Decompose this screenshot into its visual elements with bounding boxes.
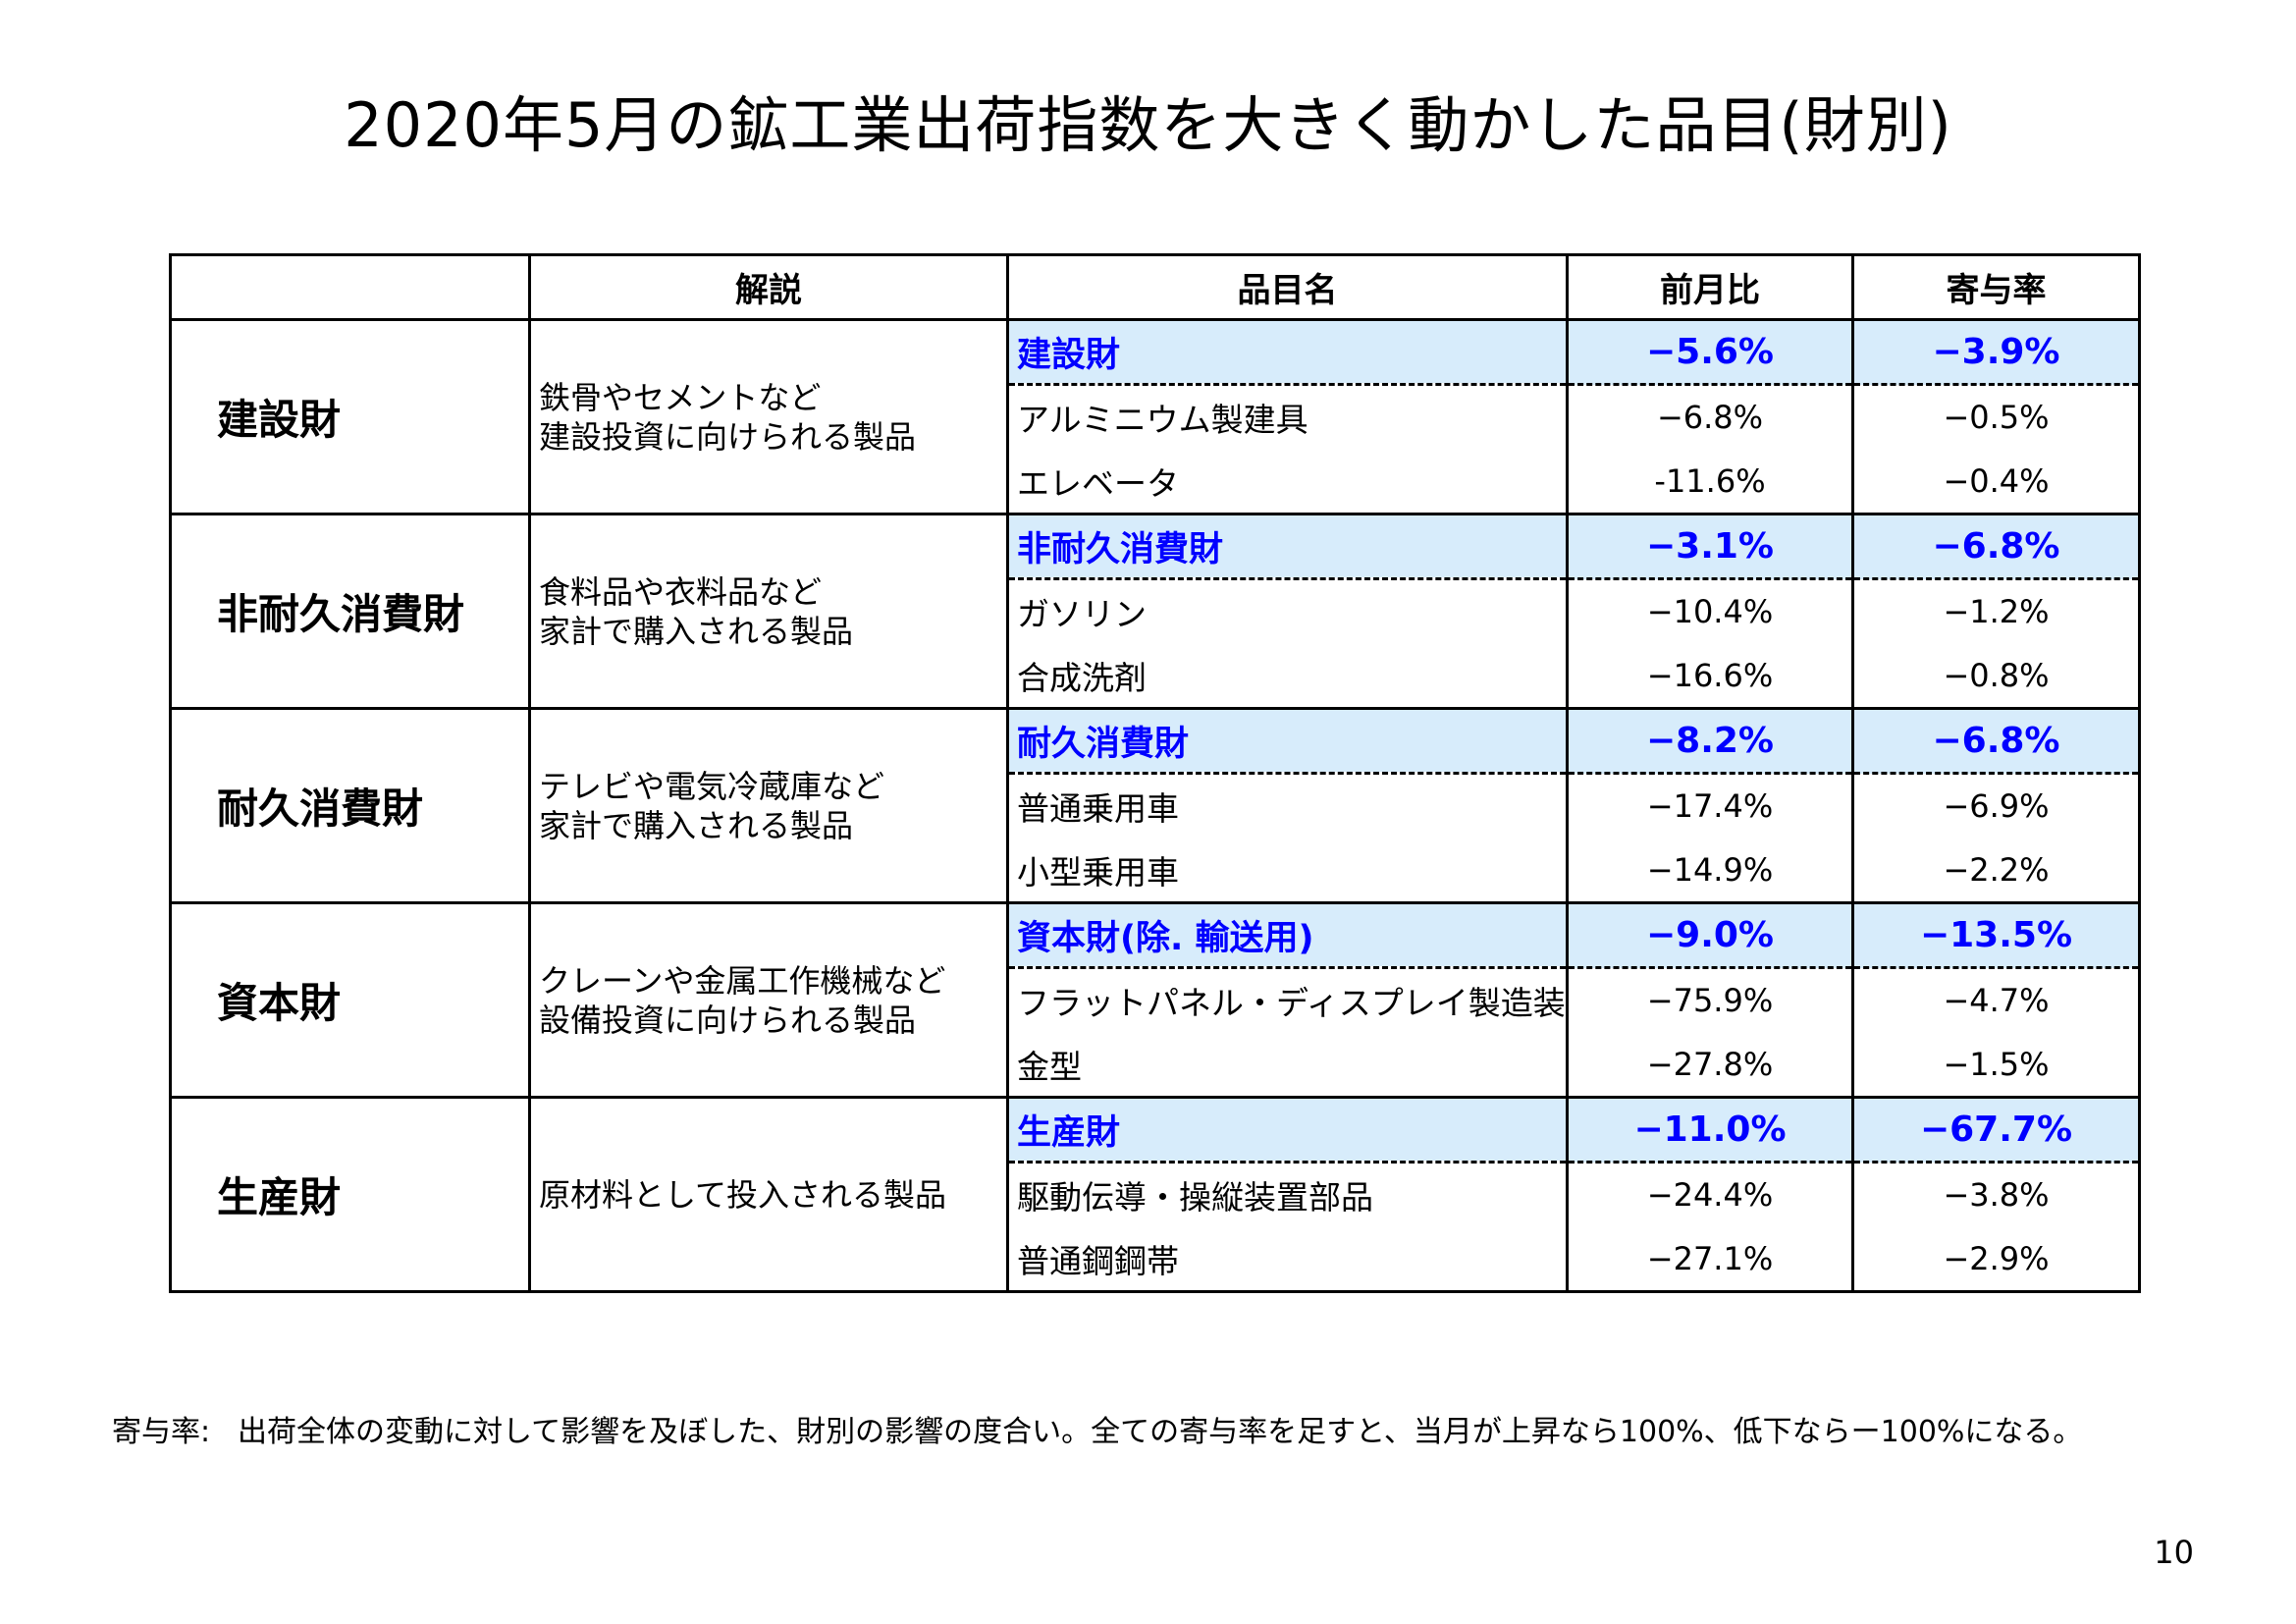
summary-contribution: −13.5% [1851, 902, 2141, 969]
item-name: エレベータ [1006, 449, 1569, 515]
group-summary-row: 非耐久消費財 食料品や衣料品など 家計で購入される製品 非耐久消費財 −3.1% −6.8… [169, 513, 2141, 710]
category-description: 鉄骨やセメントなど 建設投資に向けられる製品 [528, 318, 1009, 515]
item-mom-change: −24.4% [1566, 1162, 1854, 1227]
summary-item-name: 耐久消費財 [1006, 708, 1569, 775]
header-category [169, 253, 531, 321]
item-contribution: −2.2% [1851, 838, 2141, 904]
description-line: 建設投資に向けられる製品 [539, 417, 917, 456]
category-label: 非耐久消費財 [169, 513, 531, 710]
description-line: テレビや電気冷蔵庫など [539, 767, 885, 805]
category-label: 生産財 [169, 1096, 531, 1293]
page-number: 10 [2154, 1534, 2194, 1571]
category-description: テレビや電気冷蔵庫など 家計で購入される製品 [528, 707, 1009, 904]
item-mom-change: −6.8% [1566, 384, 1854, 450]
item-name: 普通乗用車 [1006, 773, 1569, 839]
item-contribution: −1.5% [1851, 1032, 2141, 1099]
header-contribution: 寄与率 [1851, 253, 2141, 321]
description-line: クレーンや金属工作機械など [539, 961, 946, 1000]
header-item-name: 品目名 [1006, 253, 1569, 321]
table-header-row: 解説 品目名 前月比 寄与率 [169, 253, 2141, 321]
item-mom-change: −14.9% [1566, 838, 1854, 904]
table-row: 駆動伝導・操縦装置部品 −24.4% −3.8% [171, 1162, 2141, 1227]
item-name: 金型 [1006, 1032, 1569, 1099]
category-label: 建設財 [169, 318, 531, 515]
summary-mom-change: −5.6% [1566, 319, 1854, 386]
item-contribution: −0.5% [1851, 384, 2141, 450]
table-row: アルミニウム製建具 −6.8% −0.5% [171, 384, 2141, 450]
item-name: アルミニウム製建具 [1006, 384, 1569, 450]
table-body: 建設財 鉄骨やセメントなど 建設投資に向けられる製品 建設財 −5.6% −3.9% アルミ… [169, 318, 2141, 1293]
description-line: 食料品や衣料品など [539, 572, 823, 611]
category-description: 原材料として投入される製品 [528, 1096, 1009, 1293]
footnote-text: 出荷全体の変動に対して影響を及ぼした、財別の影響の度合い。全ての寄与率を足すと、… [238, 1415, 2083, 1449]
footnote-label: 寄与率: [112, 1415, 211, 1449]
item-mom-change: −27.1% [1566, 1226, 1854, 1293]
item-mom-change: −16.6% [1566, 643, 1854, 710]
description-line: 家計で購入される製品 [539, 806, 854, 844]
summary-item-name: 非耐久消費財 [1006, 514, 1569, 580]
item-mom-change: -11.6% [1566, 449, 1854, 515]
table-row: エレベータ -11.6% −0.4% [171, 449, 2141, 515]
table-row: 小型乗用車 −14.9% −2.2% [171, 838, 2141, 904]
item-contribution: −1.2% [1851, 578, 2141, 644]
summary-item-name: 建設財 [1006, 319, 1569, 386]
item-contribution: −0.4% [1851, 449, 2141, 515]
item-name: 普通鋼鋼帯 [1006, 1226, 1569, 1293]
table-row: 普通鋼鋼帯 −27.1% −2.9% [171, 1226, 2141, 1293]
header-mom-change: 前月比 [1566, 253, 1854, 321]
header-description: 解説 [528, 253, 1009, 321]
summary-mom-change: −11.0% [1566, 1097, 1854, 1164]
table-row: フラットパネル・ディスプレイ製造装置 −75.9% −4.7% [171, 967, 2141, 1033]
table-row: 普通乗用車 −17.4% −6.9% [171, 773, 2141, 839]
group-summary-row: 資本財 クレーンや金属工作機械など 設備投資に向けられる製品 資本財(除. 輸送用) −… [169, 901, 2141, 1099]
table-row: 金型 −27.8% −1.5% [171, 1032, 2141, 1099]
item-name: 駆動伝導・操縦装置部品 [1006, 1162, 1569, 1227]
item-name: 小型乗用車 [1006, 838, 1569, 904]
description-line: 鉄骨やセメントなど [539, 378, 822, 416]
item-name: フラットパネル・ディスプレイ製造装置 [1006, 967, 1569, 1033]
summary-contribution: −67.7% [1851, 1097, 2141, 1164]
description-line: 家計で購入される製品 [539, 612, 854, 650]
category-label: 資本財 [169, 901, 531, 1099]
group-summary-row: 建設財 鉄骨やセメントなど 建設投資に向けられる製品 建設財 −5.6% −3.9% [169, 318, 2141, 515]
item-mom-change: −17.4% [1566, 773, 1854, 839]
category-description: 食料品や衣料品など 家計で購入される製品 [528, 513, 1009, 710]
summary-item-name: 生産財 [1006, 1097, 1569, 1164]
summary-contribution: −6.8% [1851, 514, 2141, 580]
page-title: 2020年5月の鉱工業出荷指数を大きく動かした品目(財別) [344, 89, 1952, 161]
item-mom-change: −75.9% [1566, 967, 1854, 1033]
group-summary-row: 耐久消費財 テレビや電気冷蔵庫など 家計で購入される製品 耐久消費財 −8.2% −6.8… [169, 707, 2141, 904]
category-description: クレーンや金属工作機械など 設備投資に向けられる製品 [528, 901, 1009, 1099]
summary-mom-change: −9.0% [1566, 902, 1854, 969]
summary-contribution: −3.9% [1851, 319, 2141, 386]
footnote: 寄与率: 出荷全体の変動に対して影響を及ぼした、財別の影響の度合い。全ての寄与率… [112, 1414, 2124, 1451]
table-row: ガソリン −10.4% −1.2% [171, 578, 2141, 644]
item-contribution: −3.8% [1851, 1162, 2141, 1227]
description-line: 設備投資に向けられる製品 [539, 1001, 917, 1039]
summary-mom-change: −3.1% [1566, 514, 1854, 580]
item-contribution: −0.8% [1851, 643, 2141, 710]
category-label: 耐久消費財 [169, 707, 531, 904]
summary-contribution: −6.8% [1851, 708, 2141, 775]
goods-table: 解説 品目名 前月比 寄与率 建設財 鉄骨やセメントなど 建設投資に向けられる製品建… [169, 253, 2141, 1293]
description-line: 原材料として投入される製品 [539, 1175, 947, 1214]
item-mom-change: −10.4% [1566, 578, 1854, 644]
summary-item-name: 資本財(除. 輸送用) [1006, 902, 1569, 969]
item-contribution: −6.9% [1851, 773, 2141, 839]
table-row: 合成洗剤 −16.6% −0.8% [171, 643, 2141, 710]
item-mom-change: −27.8% [1566, 1032, 1854, 1099]
summary-mom-change: −8.2% [1566, 708, 1854, 775]
group-summary-row: 生産財 原材料として投入される製品 生産財 −11.0% −67.7% [169, 1096, 2141, 1293]
item-contribution: −4.7% [1851, 967, 2141, 1033]
item-contribution: −2.9% [1851, 1226, 2141, 1293]
item-name: ガソリン [1006, 578, 1569, 644]
item-name: 合成洗剤 [1006, 643, 1569, 710]
